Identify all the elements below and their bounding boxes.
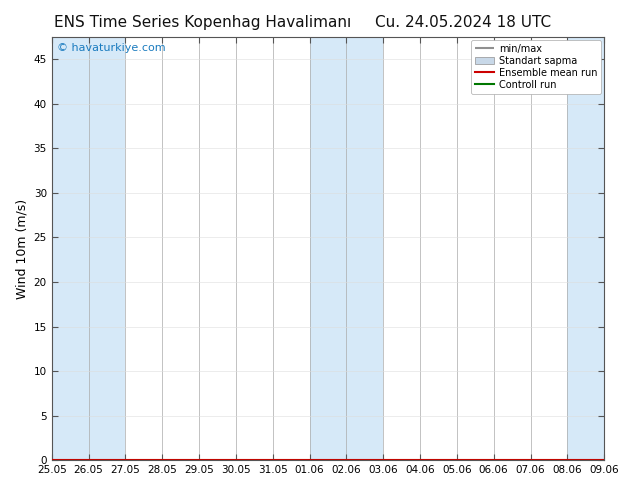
Legend: min/max, Standart sapma, Ensemble mean run, Controll run: min/max, Standart sapma, Ensemble mean r… bbox=[470, 40, 601, 94]
Bar bbox=[567, 37, 604, 460]
Bar bbox=[309, 37, 383, 460]
Text: Cu. 24.05.2024 18 UTC: Cu. 24.05.2024 18 UTC bbox=[375, 15, 551, 30]
Y-axis label: Wind 10m (m/s): Wind 10m (m/s) bbox=[15, 198, 28, 299]
Bar bbox=[51, 37, 126, 460]
Text: ENS Time Series Kopenhag Havalimanı: ENS Time Series Kopenhag Havalimanı bbox=[55, 15, 351, 30]
Text: © havaturkiye.com: © havaturkiye.com bbox=[57, 44, 166, 53]
